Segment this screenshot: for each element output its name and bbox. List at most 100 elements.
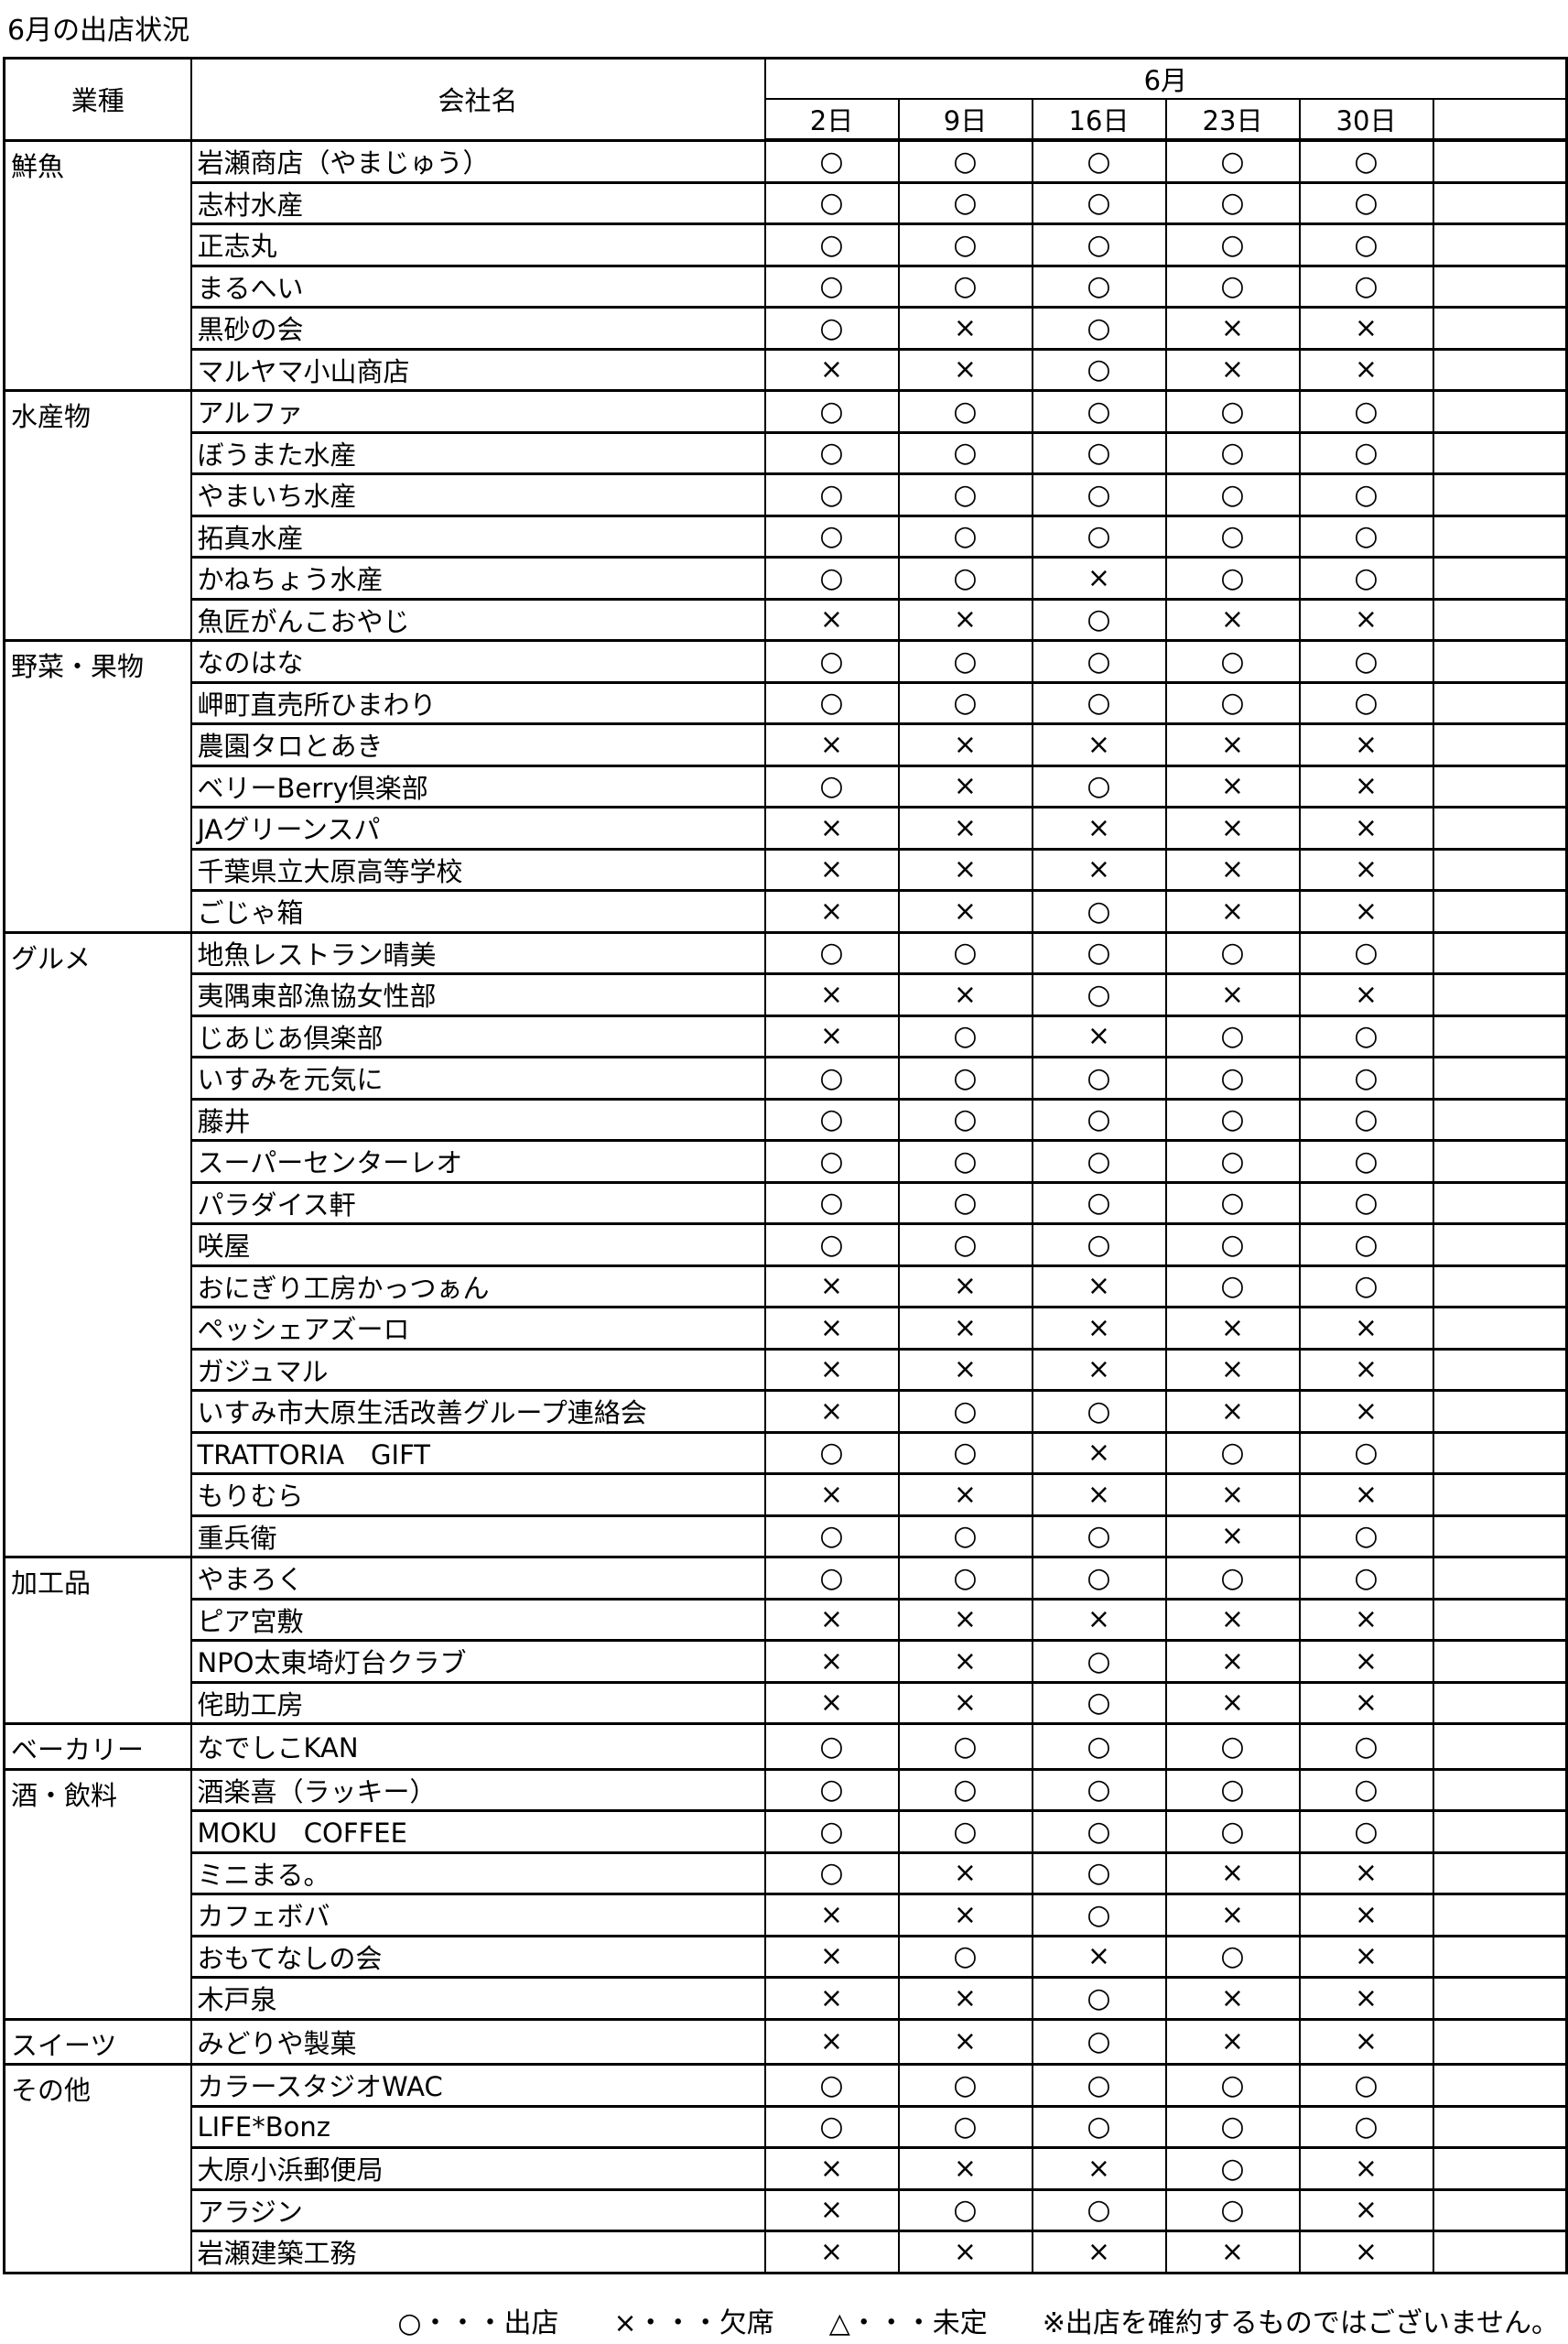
attendance-mark: ○ <box>1031 764 1167 808</box>
attendance-mark: × <box>763 972 900 1016</box>
attendance-mark: ○ <box>1031 889 1167 933</box>
attendance-mark: × <box>1164 1976 1301 2020</box>
attendance-mark: × <box>897 597 1033 642</box>
table-row: スーパーセンターレオ ○ ○ ○ ○ ○ <box>5 1139 1568 1183</box>
attendance-mark: × <box>763 889 900 933</box>
attendance-mark: ○ <box>1164 138 1301 183</box>
table-row: 夷隅東部漁協女性部 × × ○ × × <box>5 972 1568 1016</box>
empty-cell <box>1432 889 1568 933</box>
attendance-mark: ○ <box>897 1222 1033 1266</box>
attendance-mark: × <box>763 1976 900 2020</box>
empty-cell <box>1432 1639 1568 1683</box>
company-name: NPO太東埼灯台クラブ <box>189 1639 766 1683</box>
attendance-mark: × <box>1164 722 1301 766</box>
attendance-mark: ○ <box>763 180 900 225</box>
category-cell: グルメ <box>3 930 192 1558</box>
attendance-mark: ○ <box>763 1056 900 1100</box>
empty-cell <box>1432 1934 1568 1979</box>
attendance-mark: ○ <box>1031 1180 1167 1225</box>
attendance-mark: × <box>1164 889 1301 933</box>
attendance-mark: × <box>763 1639 900 1683</box>
attendance-mark: ○ <box>763 389 900 433</box>
attendance-mark: × <box>1298 1934 1434 1979</box>
header-category: 業種 <box>3 57 192 141</box>
attendance-mark: ○ <box>1298 1056 1434 1100</box>
empty-cell <box>1432 639 1568 683</box>
attendance-mark: × <box>1031 1264 1167 1308</box>
attendance-mark: × <box>1298 764 1434 808</box>
page-title: 6月の出店状況 <box>7 15 190 47</box>
header-date: 23日 <box>1164 98 1301 142</box>
empty-cell <box>1432 930 1568 975</box>
attendance-mark: ○ <box>1031 347 1167 392</box>
table-row: 農園タロとあき × × × × × <box>5 722 1568 766</box>
company-name: パラダイス軒 <box>189 1180 766 1225</box>
attendance-mark: × <box>1298 2230 1434 2273</box>
attendance-mark: × <box>897 2017 1033 2066</box>
attendance-mark: × <box>897 1976 1033 2020</box>
attendance-mark: ○ <box>763 764 900 808</box>
attendance-mark: ○ <box>1031 222 1167 266</box>
attendance-mark: ○ <box>1164 389 1301 433</box>
category-cell: 酒・飲料 <box>3 1767 192 2020</box>
attendance-mark: ○ <box>763 264 900 309</box>
attendance-mark: ○ <box>1164 1430 1301 1475</box>
attendance-mark: ○ <box>1031 1556 1167 1600</box>
empty-cell <box>1432 1139 1568 1183</box>
attendance-mark: × <box>897 2230 1033 2273</box>
attendance-mark: × <box>763 1934 900 1979</box>
attendance-mark: ○ <box>1031 1639 1167 1683</box>
company-name: なのはな <box>189 639 766 683</box>
attendance-mark: × <box>897 1264 1033 1308</box>
company-name: まるへい <box>189 264 766 309</box>
attendance-mark: ○ <box>763 556 900 600</box>
attendance-mark: ○ <box>897 180 1033 225</box>
company-name: 夷隅東部漁協女性部 <box>189 972 766 1016</box>
attendance-mark: ○ <box>1031 972 1167 1016</box>
attendance-mark: ○ <box>1031 1722 1167 1770</box>
attendance-mark: ○ <box>763 680 900 725</box>
attendance-mark: ○ <box>897 1809 1033 1853</box>
attendance-mark: × <box>1164 847 1301 892</box>
attendance-mark: × <box>1031 1934 1167 1979</box>
table-row: LIFE*Bonz ○ ○ ○ ○ ○ <box>5 2104 1568 2149</box>
attendance-mark: ○ <box>1164 680 1301 725</box>
attendance-mark: ○ <box>1298 222 1434 266</box>
attendance-mark: ○ <box>1298 1767 1434 1812</box>
attendance-mark: ○ <box>1031 264 1167 309</box>
attendance-mark: ○ <box>1298 680 1434 725</box>
empty-cell <box>1432 597 1568 642</box>
attendance-mark: × <box>1031 1597 1167 1642</box>
attendance-mark: ○ <box>763 430 900 475</box>
empty-cell <box>1432 1306 1568 1350</box>
attendance-mark: ○ <box>1298 1264 1434 1308</box>
attendance-mark: × <box>1164 764 1301 808</box>
attendance-mark: × <box>763 1014 900 1058</box>
table-row: 酒・飲料 酒楽喜（ラッキー） ○ ○ ○ ○ ○ <box>3 1767 1568 2020</box>
attendance-mark: ○ <box>1298 639 1434 683</box>
company-name: TRATTORIA GIFT <box>189 1430 766 1475</box>
attendance-mark: × <box>1164 1306 1301 1350</box>
attendance-mark: ○ <box>1298 1014 1434 1058</box>
attendance-mark: × <box>763 1264 900 1308</box>
empty-cell <box>1432 2230 1568 2273</box>
attendance-mark: × <box>1031 1472 1167 1516</box>
table-row: 鮮魚 岩瀬商店（やまじゅう） ○ ○ ○ ○ ○ <box>3 138 1568 392</box>
table-row: 千葉県立大原高等学校 × × × × × <box>5 847 1568 892</box>
attendance-mark: × <box>897 1472 1033 1516</box>
empty-cell <box>1432 722 1568 766</box>
attendance-mark: × <box>1031 1014 1167 1058</box>
attendance-mark: ○ <box>1164 639 1301 683</box>
attendance-mark: × <box>1298 347 1434 392</box>
attendance-mark: × <box>897 1639 1033 1683</box>
attendance-mark: × <box>1164 1514 1301 1558</box>
attendance-mark: ○ <box>763 1430 900 1475</box>
attendance-mark: ○ <box>763 1722 900 1770</box>
attendance-mark: × <box>1031 2146 1167 2190</box>
company-name: マルヤマ小山商店 <box>189 347 766 392</box>
attendance-mark: ○ <box>1164 1722 1301 1770</box>
company-name: いすみを元気に <box>189 1056 766 1100</box>
attendance-mark: ○ <box>1031 389 1167 433</box>
table-row: まるへい ○ ○ ○ ○ ○ <box>5 264 1568 309</box>
table-row: ぼうまた水産 ○ ○ ○ ○ ○ <box>5 430 1568 475</box>
